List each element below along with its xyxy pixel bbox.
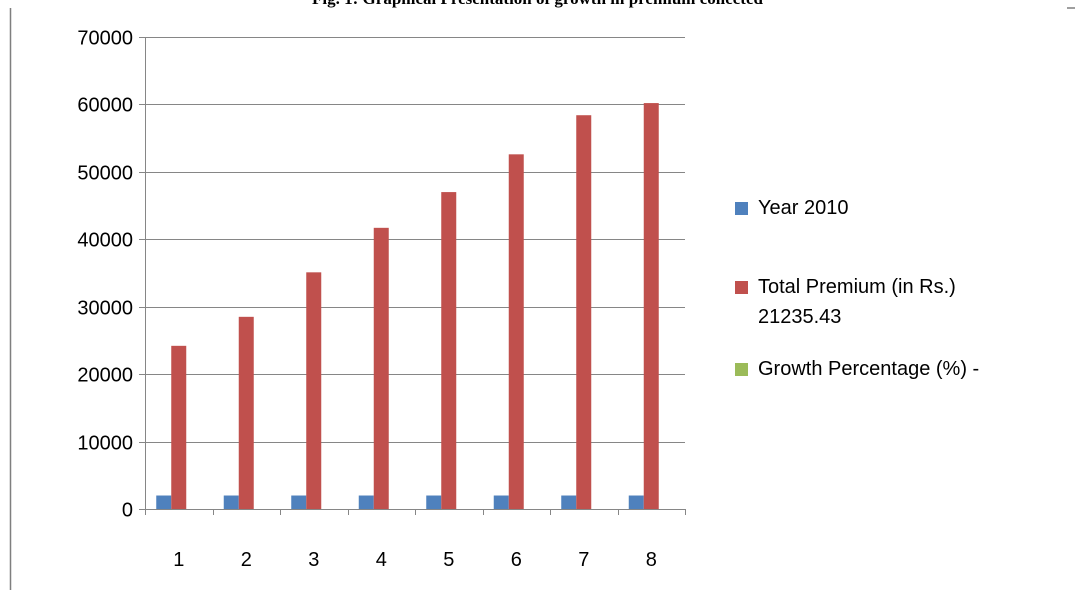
legend-swatch [735,202,748,215]
x-tick-label: 6 [511,549,522,571]
x-tick-label: 7 [578,549,589,571]
y-tick-label: 50000 [77,163,133,185]
bar-1-cat-5 [426,495,442,509]
x-tick-label: 1 [173,549,184,571]
bar-1-cat-1 [156,495,172,509]
bar-1-cat-6 [493,495,509,509]
bar-1-cat-7 [561,495,577,509]
x-tick-label: 8 [646,549,657,571]
bar-2-cat-8 [643,103,659,509]
bar-1-cat-8 [628,495,644,509]
bar-1-cat-4 [358,495,374,509]
y-tick-label: 40000 [77,230,133,252]
bar-2-cat-5 [441,192,457,510]
legend-label: Growth Percentage (%) - [758,358,979,380]
legend-label: Year 2010 [758,197,848,219]
x-tick-label: 5 [443,549,454,571]
y-tick-label: 30000 [77,298,133,320]
bar-1-cat-3 [291,495,307,509]
y-tick-label: 20000 [77,365,133,387]
legend-swatch [735,281,748,294]
y-tick-label: 10000 [77,433,133,455]
y-tick-label: 0 [122,500,133,522]
chart-title-text: Fig. 1: Graphical Presentation of growth… [0,0,1075,8]
bar-2-cat-1 [171,345,187,509]
x-tick-label: 4 [376,549,387,571]
legend-label: Total Premium (in Rs.) 21235.43 [758,276,956,328]
bar-2-cat-4 [373,227,389,509]
legend-swatch [735,363,748,376]
y-tick-label: 70000 [77,28,133,50]
bar-1-cat-2 [223,495,239,509]
x-tick-label: 3 [308,549,319,571]
bar-2-cat-6 [508,154,524,509]
bar-2-cat-7 [576,115,592,510]
y-tick-label: 60000 [77,95,133,117]
bar-2-cat-2 [238,316,254,509]
bar-2-cat-3 [306,272,322,509]
chart-title: Fig. 1: Graphical Presentation of growth… [0,0,1075,8]
x-tick-label: 2 [241,549,252,571]
